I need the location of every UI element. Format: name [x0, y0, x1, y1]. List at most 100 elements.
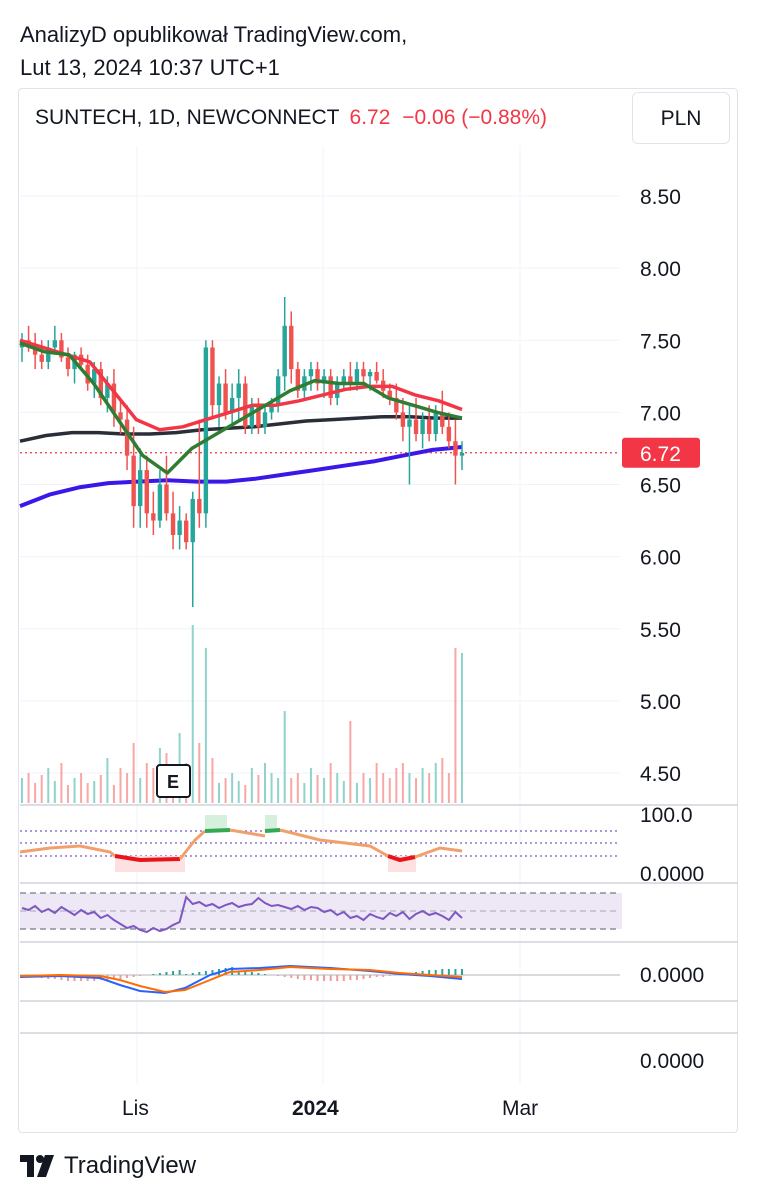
y-tick-label: 6.00: [640, 547, 681, 570]
publish-date: Lut 13, 2024 10:37 UTC+1: [20, 55, 280, 80]
ma-blue-line: [19, 445, 463, 508]
y-tick-label: 5.00: [640, 691, 681, 714]
candle-body: [138, 470, 143, 507]
y-tick-label: 7.50: [640, 330, 681, 353]
candle-body: [111, 383, 117, 413]
ma-red-line: [19, 338, 463, 432]
candle-body: [144, 470, 149, 514]
candle-body: [354, 369, 360, 384]
candle-body: [407, 419, 412, 427]
candle-body: [190, 498, 195, 543]
candle-body: [131, 455, 136, 507]
x-axis-label: 2024: [292, 1097, 339, 1120]
macd-zero-label: 0.0000: [640, 964, 704, 987]
candle-body: [157, 484, 163, 521]
candle-body: [315, 369, 320, 384]
candle-body: [59, 340, 64, 358]
y-tick-label: 7.00: [640, 402, 681, 425]
candle-body: [52, 340, 58, 348]
candle-body: [295, 369, 301, 391]
last-price-badge-label: 6.72: [640, 443, 681, 466]
candle-body: [118, 412, 123, 420]
earnings-marker-label: E: [167, 772, 179, 792]
last-price: 6.72: [349, 106, 391, 129]
candle-body: [453, 441, 458, 456]
candle-body: [46, 347, 51, 362]
candle-body: [341, 376, 346, 384]
y-tick-label: 6.50: [640, 475, 681, 498]
symbol-label: SUNTECH, 1D, NEWCONNECT: [35, 106, 340, 129]
ind1-line-oversold: [114, 854, 181, 863]
chart-frame: [18, 88, 738, 1133]
symbol-legend[interactable]: SUNTECH, 1D, NEWCONNECT 6.72 −0.06 (−0.88…: [35, 106, 547, 130]
candle-body: [400, 412, 406, 427]
candle-body: [262, 412, 268, 427]
candle-body: [289, 325, 294, 370]
candle-body: [39, 354, 44, 362]
candle-body: [361, 369, 366, 377]
y-tick-label: 8.50: [640, 186, 681, 209]
candle-body: [177, 520, 182, 535]
candle-body: [348, 376, 353, 384]
candle-body: [164, 484, 169, 514]
y-tick-label: 8.00: [640, 258, 681, 281]
macd-line: [19, 964, 463, 995]
ind1-line: [229, 828, 266, 838]
candle-body: [433, 412, 438, 435]
candle-body: [236, 383, 241, 398]
candle-body: [275, 376, 281, 406]
publisher-line: AnalizyD opublikował TradingView.com,: [20, 22, 408, 47]
candle-body: [321, 376, 327, 384]
candle-body: [65, 357, 71, 370]
ind1-line-oversold: [387, 854, 416, 863]
candle-body: [98, 369, 104, 398]
ind1-line: [279, 828, 389, 858]
candle-body: [197, 498, 202, 514]
candle-body: [243, 383, 248, 427]
candle-body: [223, 383, 228, 413]
y-tick-label: 4.50: [640, 763, 681, 786]
rsi-line: [21, 894, 463, 934]
currency-button[interactable]: PLN: [632, 92, 730, 144]
candle-body: [216, 383, 222, 406]
candle-body: [446, 426, 452, 442]
candle-body: [183, 520, 189, 543]
ind1-overbought-zone: [205, 815, 227, 831]
candle-body: [203, 347, 209, 514]
footer-logo[interactable]: TradingView: [20, 1152, 196, 1180]
x-axis-label: Lis: [122, 1097, 149, 1120]
candle-body: [440, 412, 445, 427]
candle-body: [170, 513, 176, 535]
candle-body: [420, 419, 425, 435]
candle-body: [92, 369, 97, 384]
candle-body: [249, 405, 255, 427]
candle-body: [124, 419, 130, 456]
candle-body: [256, 405, 261, 427]
ind1-line-overbought: [264, 828, 281, 833]
ind1-top-label: 100.0: [640, 804, 693, 827]
x-axis-label: Mar: [502, 1097, 538, 1120]
candle-body: [269, 405, 274, 413]
candle-body: [394, 397, 399, 413]
candle-body: [426, 419, 432, 435]
ind1-line: [414, 846, 463, 859]
candle-body: [387, 390, 392, 398]
candle-body: [151, 513, 156, 521]
candle-body: [105, 383, 110, 398]
candle-body: [308, 369, 314, 377]
candle-body: [282, 325, 287, 377]
ma-green-line: [19, 341, 463, 475]
candle-body: [413, 419, 419, 435]
tradingview-logo-icon: [20, 1155, 54, 1177]
last-price-badge: [622, 437, 700, 468]
price-change: −0.06 (−0.88%): [402, 106, 547, 129]
ind1-overbought-zone: [265, 815, 277, 831]
ma-black-line: [19, 414, 462, 443]
y-tick-label: 5.50: [640, 619, 681, 642]
candle-body: [374, 371, 379, 381]
candle-body: [459, 452, 465, 456]
candle-body: [229, 397, 235, 413]
candle-body: [32, 347, 38, 355]
candle-body: [367, 371, 373, 377]
